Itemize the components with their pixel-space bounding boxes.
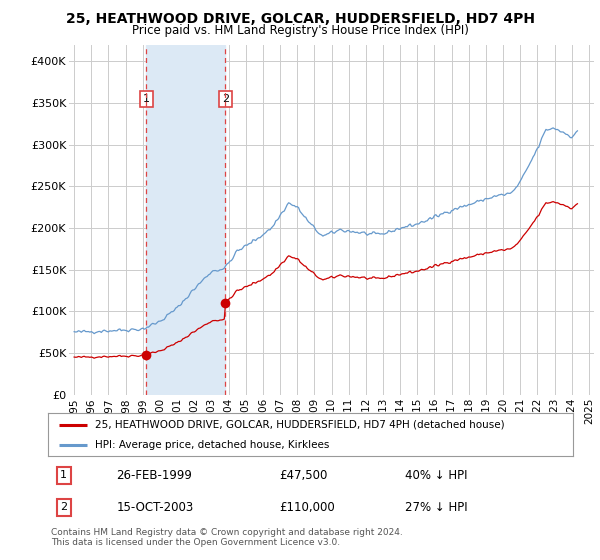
Text: Contains HM Land Registry data © Crown copyright and database right 2024.
This d: Contains HM Land Registry data © Crown c… [51, 528, 403, 547]
Text: 25, HEATHWOOD DRIVE, GOLCAR, HUDDERSFIELD, HD7 4PH: 25, HEATHWOOD DRIVE, GOLCAR, HUDDERSFIEL… [65, 12, 535, 26]
Text: 27% ↓ HPI: 27% ↓ HPI [405, 501, 467, 514]
Text: 2: 2 [60, 502, 67, 512]
Text: £110,000: £110,000 [279, 501, 335, 514]
Text: 25, HEATHWOOD DRIVE, GOLCAR, HUDDERSFIELD, HD7 4PH (detached house): 25, HEATHWOOD DRIVE, GOLCAR, HUDDERSFIEL… [95, 420, 505, 430]
Text: 40% ↓ HPI: 40% ↓ HPI [405, 469, 467, 482]
Text: £47,500: £47,500 [279, 469, 328, 482]
Text: 2: 2 [222, 94, 229, 104]
Text: 1: 1 [143, 94, 150, 104]
Text: HPI: Average price, detached house, Kirklees: HPI: Average price, detached house, Kirk… [95, 441, 329, 450]
Text: 15-OCT-2003: 15-OCT-2003 [116, 501, 193, 514]
Text: 26-FEB-1999: 26-FEB-1999 [116, 469, 192, 482]
Bar [146, 45, 225, 395]
Text: Price paid vs. HM Land Registry's House Price Index (HPI): Price paid vs. HM Land Registry's House … [131, 24, 469, 37]
Text: 1: 1 [60, 470, 67, 480]
